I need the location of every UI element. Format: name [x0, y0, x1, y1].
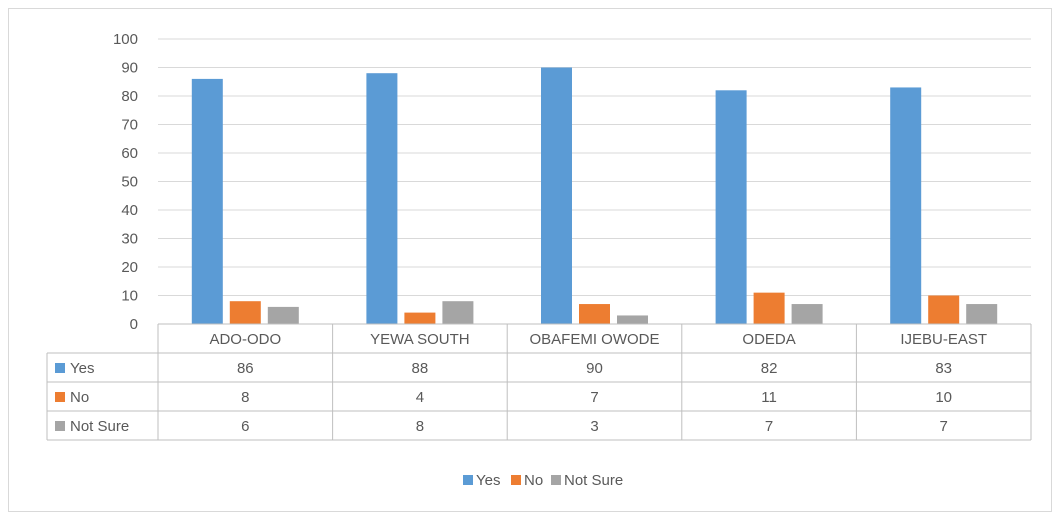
data-label: 7: [765, 418, 773, 435]
table-series-label: No: [70, 389, 89, 406]
legend-key: [551, 475, 561, 485]
chart-frame: 0 10 20 30 40 50 60 70 80 90 100 ADO-ODO YEWA SOUTH…: [8, 8, 1052, 512]
bar-no: [753, 292, 785, 324]
bar-no: [928, 295, 960, 324]
y-tick-label: 30: [121, 231, 138, 248]
bar-not-sure: [617, 315, 648, 324]
table-legend-key: [55, 363, 65, 373]
gridlines: [158, 38, 1031, 296]
data-label: 4: [416, 389, 424, 406]
y-tick-label: 40: [121, 202, 138, 219]
y-tick-label: 10: [121, 288, 138, 305]
category-label: YEWA SOUTH: [370, 331, 469, 348]
y-axis-ticks: 0 10 20 30 40 50 60 70 80 90 100: [113, 31, 138, 333]
bars: [191, 67, 998, 325]
bar-not-sure: [966, 304, 998, 324]
y-tick-label: 70: [121, 117, 138, 134]
table-series-label: Not Sure: [70, 418, 129, 435]
bar-not-sure: [267, 306, 299, 324]
category-label: ODEDA: [742, 331, 795, 348]
y-tick-label: 20: [121, 259, 138, 276]
data-label: 88: [412, 360, 429, 377]
table-legend-key: [55, 392, 65, 402]
legend-label: Yes: [476, 472, 500, 489]
y-tick-label: 90: [121, 60, 138, 77]
data-label: 10: [935, 389, 952, 406]
legend-label: Not Sure: [564, 472, 623, 489]
data-label: 90: [586, 360, 603, 377]
category-label: IJEBU-EAST: [900, 331, 987, 348]
category-label: OBAFEMI OWODE: [529, 331, 659, 348]
bar-yes: [890, 87, 922, 324]
data-table: ADO-ODO YEWA SOUTH OBAFEMI OWODE ODEDA IJEBU…: [46, 323, 1032, 441]
y-tick-label: 80: [121, 88, 138, 105]
bar-yes: [366, 73, 398, 324]
category-label: ADO-ODO: [209, 331, 281, 348]
legend-label: No: [524, 472, 543, 489]
data-label: 8: [416, 418, 424, 435]
legend: Yes No Not Sure: [463, 472, 623, 489]
bar-chart: 0 10 20 30 40 50 60 70 80 90 100 ADO-ODO YEWA SOUTH…: [46, 31, 1032, 489]
y-tick-label: 0: [130, 316, 138, 333]
bar-no: [579, 304, 610, 324]
bar-not-sure: [791, 304, 823, 324]
bar-yes: [541, 67, 572, 324]
table-series-label: Yes: [70, 360, 94, 377]
bar-yes: [715, 90, 747, 324]
data-label: 8: [241, 389, 249, 406]
y-tick-label: 50: [121, 174, 138, 191]
data-label: 11: [761, 389, 777, 406]
data-label: 82: [761, 360, 778, 377]
bar-yes: [191, 78, 223, 325]
y-tick-label: 60: [121, 145, 138, 162]
bar-not-sure: [442, 301, 474, 324]
y-tick-label: 100: [113, 31, 138, 48]
data-label: 83: [935, 360, 952, 377]
data-label: 3: [590, 418, 598, 435]
table-legend-key: [55, 421, 65, 431]
data-label: 7: [940, 418, 948, 435]
data-label: 6: [241, 418, 249, 435]
legend-key: [463, 475, 473, 485]
bar-no: [229, 301, 261, 324]
data-label: 7: [590, 389, 598, 406]
legend-key: [511, 475, 521, 485]
bar-no: [404, 312, 436, 324]
data-label: 86: [237, 360, 254, 377]
